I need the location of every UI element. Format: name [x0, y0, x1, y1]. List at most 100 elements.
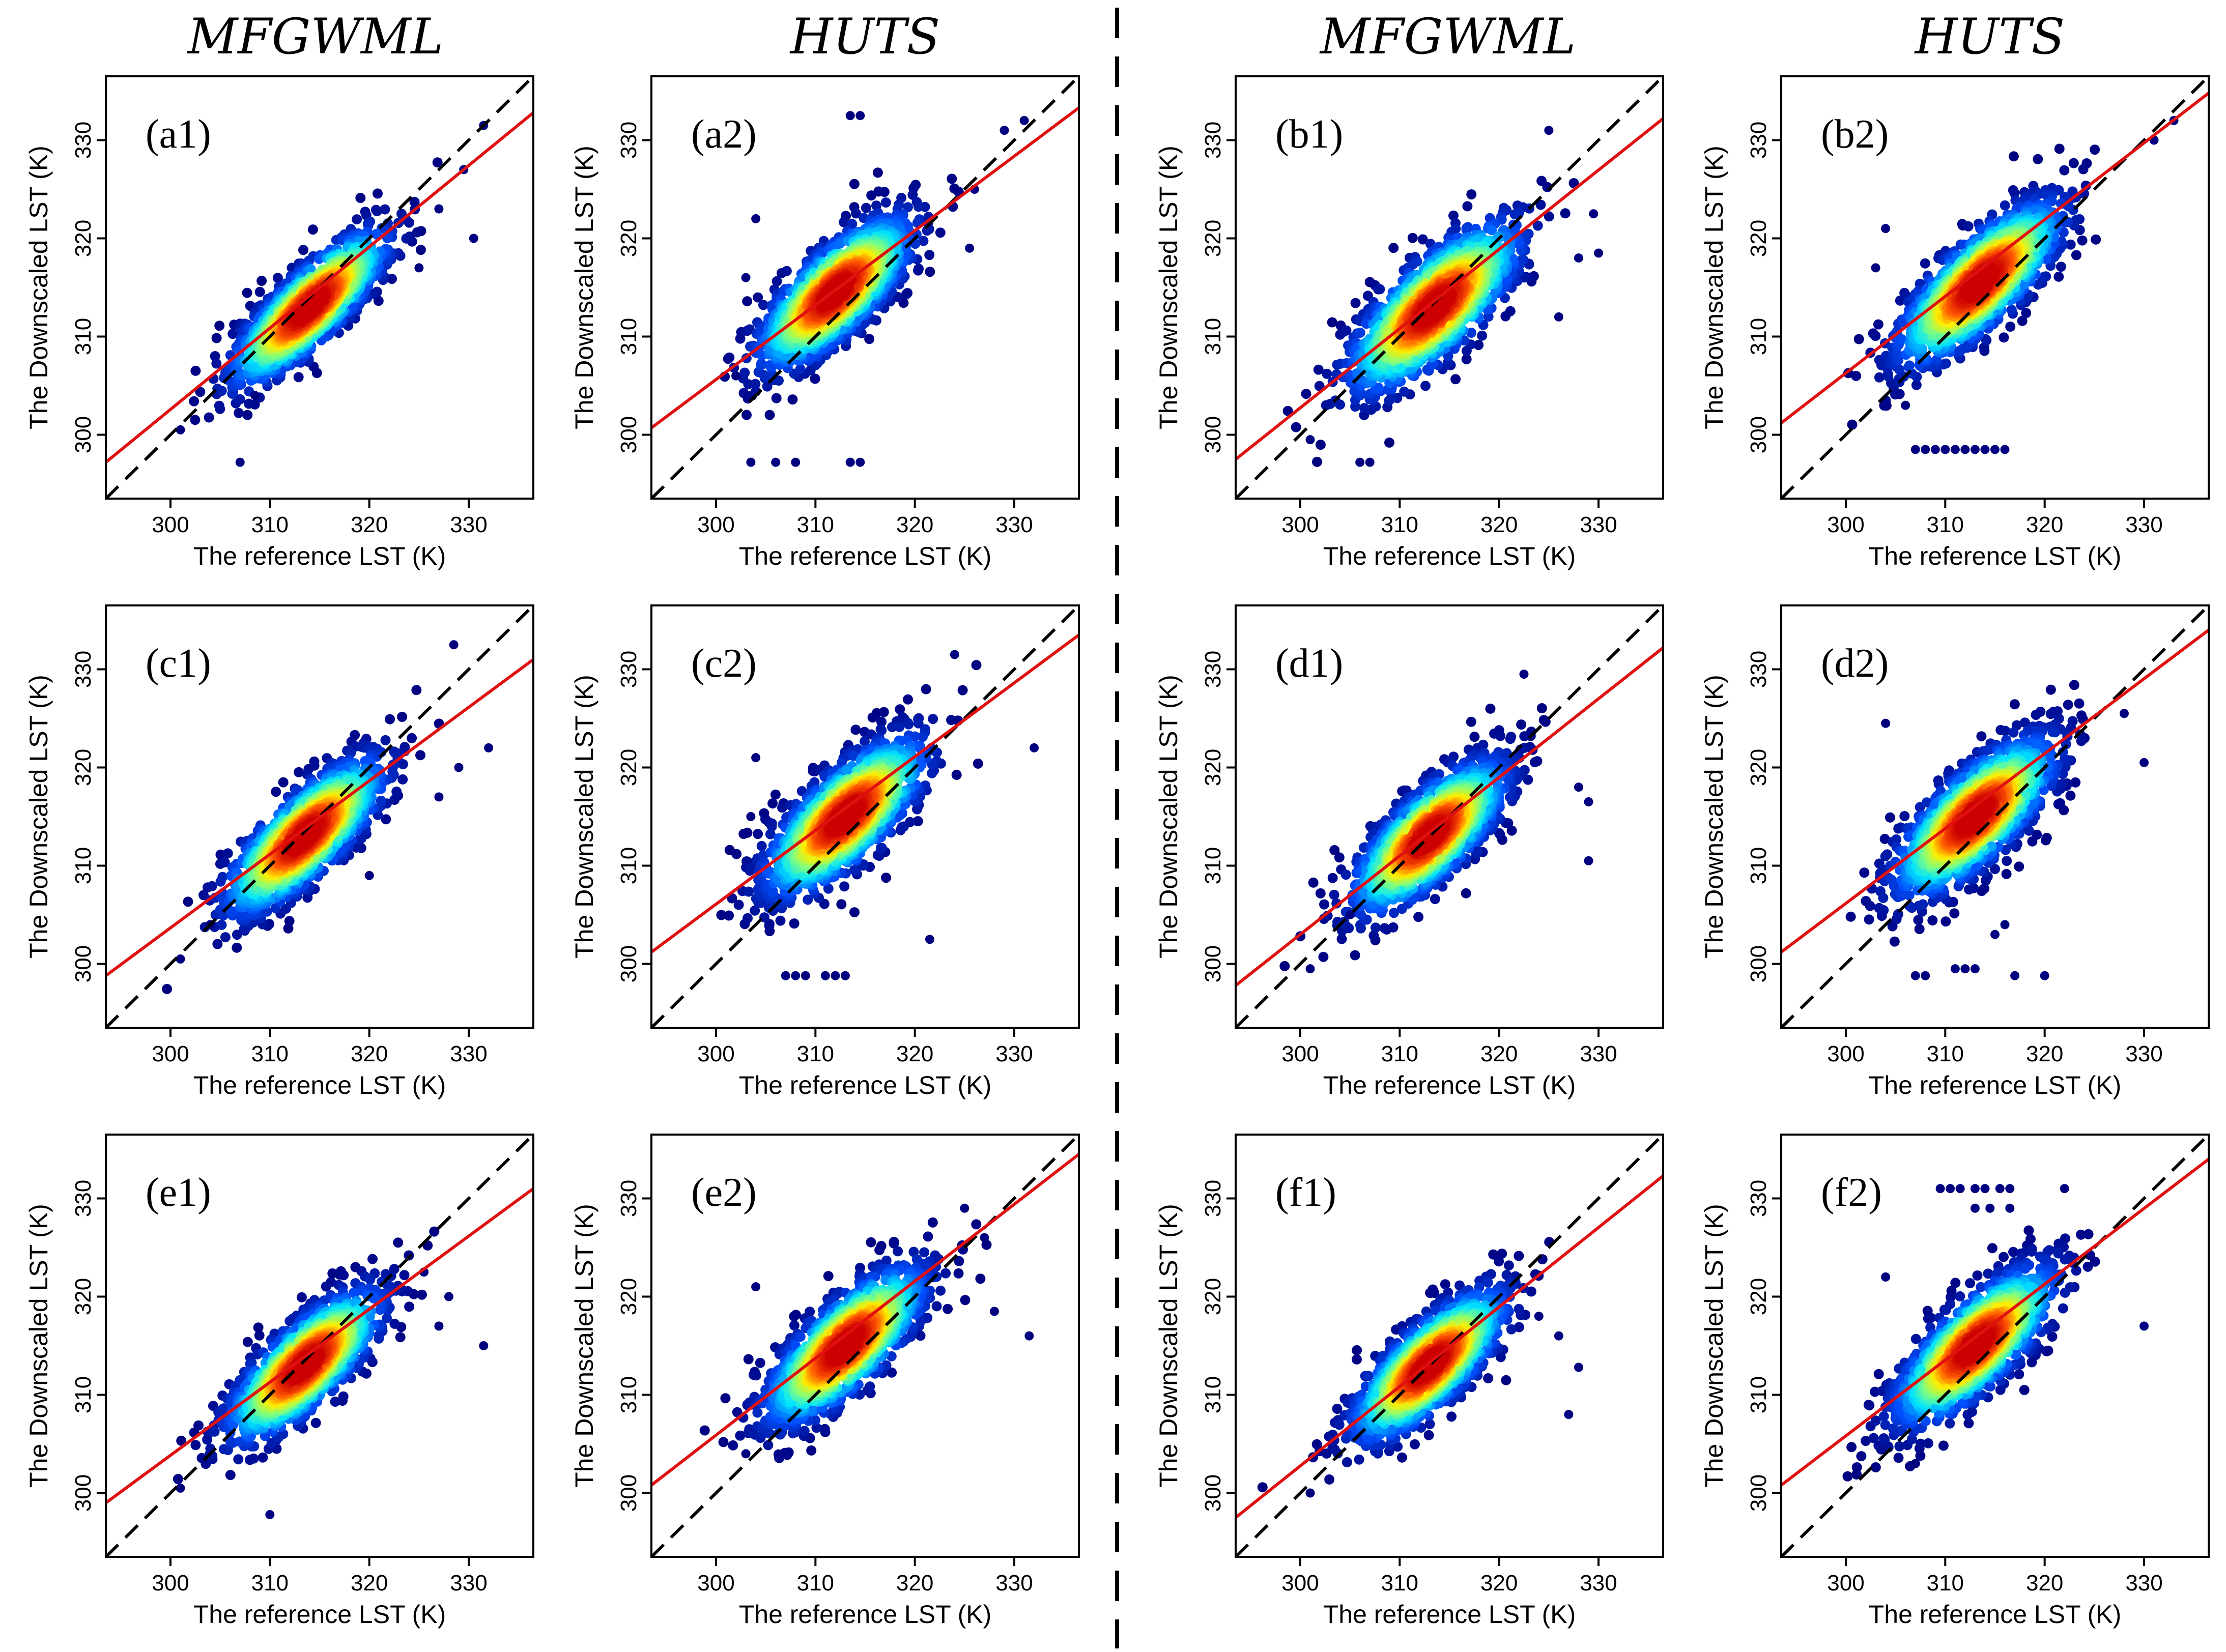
density-point [913, 201, 924, 212]
outlier-point [1355, 457, 1365, 467]
density-point [738, 388, 749, 398]
density-point [352, 214, 362, 225]
density-point [739, 367, 750, 378]
y-axis-title: The Downscaled LST (K) [1154, 146, 1183, 429]
density-point [918, 236, 929, 246]
column-title-huts-left: HUTS [789, 8, 940, 65]
regression-fit-line [651, 106, 1079, 429]
density-point [1375, 284, 1385, 295]
density-point [756, 358, 766, 369]
density-point [244, 398, 254, 409]
density-point [1359, 403, 1369, 414]
plot-frame [1235, 75, 1664, 500]
panel-label: (b1) [1275, 112, 1343, 157]
outlier-point [469, 234, 478, 243]
density-point [242, 287, 252, 298]
one-to-one-line [651, 76, 1079, 499]
density-point [1355, 328, 1365, 338]
density-point [1301, 389, 1311, 399]
density-point [741, 410, 752, 420]
density-point [189, 396, 199, 407]
plot-frame [650, 75, 1080, 500]
y-tick-label: 310 [1201, 318, 1225, 355]
density-point [1532, 220, 1543, 231]
density-point [880, 197, 891, 208]
x-tick-label: 310 [797, 512, 834, 537]
density-point [1322, 368, 1332, 379]
density-point [380, 204, 390, 215]
plot-area-a2 [651, 76, 1079, 499]
density-point [211, 333, 222, 343]
outlier-point [1000, 126, 1009, 135]
x-tick-label: 330 [450, 512, 487, 537]
density-point [2056, 262, 2066, 272]
column-title-mfgwml-right: MFGWML [1319, 8, 1576, 65]
density-point [735, 333, 746, 344]
density-point [851, 208, 861, 219]
density-point [1291, 422, 1301, 432]
density-point [2053, 271, 2064, 282]
density-point [1461, 354, 1472, 365]
outlier-point [235, 457, 245, 467]
density-point [1384, 437, 1394, 448]
density-point [1335, 399, 1345, 410]
density-point [1853, 334, 1864, 344]
density-point [2091, 234, 2101, 245]
density-point [256, 276, 267, 286]
density-point [1963, 221, 1974, 231]
density-point [2041, 254, 2052, 265]
outlier-point [731, 371, 741, 381]
density-point [387, 274, 397, 284]
outlier-point [434, 204, 444, 214]
density-point [771, 393, 782, 403]
density-point [1870, 331, 1881, 341]
density-point [1847, 419, 1858, 430]
density-point [227, 329, 238, 339]
density-point [1920, 258, 1930, 269]
outlier-point [741, 273, 751, 282]
y-tick-label: 300 [71, 416, 96, 453]
density-point [1313, 364, 1324, 375]
panel-label: (a1) [146, 112, 211, 157]
density-point [1443, 351, 1453, 361]
outlier-point [845, 111, 855, 121]
density-point [922, 225, 932, 236]
density-point [949, 183, 960, 194]
density-point [1874, 372, 1885, 383]
density-point [1448, 210, 1459, 221]
density-point [2008, 151, 2019, 162]
density-point [1896, 334, 1907, 344]
outlier-point [1019, 115, 1029, 125]
density-point [195, 387, 206, 397]
density-point [1904, 360, 1915, 371]
density-point [1911, 380, 1922, 390]
density-point [835, 238, 845, 249]
density-point [839, 217, 849, 227]
outlier-points-a1 [176, 121, 489, 467]
density-point [254, 286, 265, 297]
density-point [2065, 239, 2076, 250]
outlier-point [1594, 248, 1604, 258]
outlier-point [855, 111, 865, 121]
y-tick-label: 320 [616, 220, 641, 257]
x-axis-title: The reference LST (K) [1323, 542, 1576, 570]
density-point [753, 292, 763, 303]
density-point [298, 245, 308, 255]
x-tick-label: 330 [995, 512, 1033, 537]
y-tick-label: 320 [71, 220, 96, 257]
density-point [1407, 233, 1418, 243]
density-point [2054, 143, 2065, 154]
density-point [810, 373, 820, 384]
density-point [879, 187, 890, 197]
regression-fit-line [1236, 117, 1663, 461]
y-tick-label: 330 [71, 122, 96, 159]
outlier-points-b1 [1305, 126, 1604, 467]
density-point [372, 206, 382, 216]
y-axis-title: The Downscaled LST (K) [570, 146, 598, 429]
density-point [772, 276, 782, 286]
y-tick-label: 320 [1201, 220, 1225, 257]
density-point [396, 209, 407, 219]
outlier-point [751, 214, 761, 223]
outlier-point [771, 457, 781, 467]
